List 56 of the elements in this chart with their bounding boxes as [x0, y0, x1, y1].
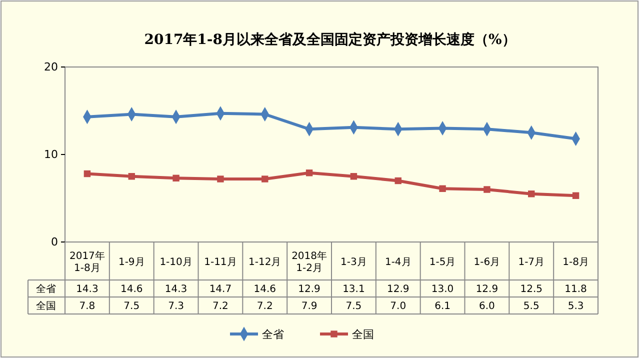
point	[484, 186, 490, 193]
x-tick-label: 1-11月	[204, 257, 237, 268]
y-tick-label: 20	[44, 60, 58, 74]
data-label: 14.3	[164, 284, 188, 295]
data-label: 7.2	[212, 301, 228, 312]
x-tick-label: 1-4月	[384, 257, 412, 268]
data-label: 7.5	[124, 301, 140, 312]
text: 全国	[36, 301, 56, 312]
legend-label: 全省	[262, 328, 284, 341]
point	[128, 173, 135, 180]
data-label: 11.8	[564, 284, 587, 295]
chart-title: 2017年1-8月以来全省及全国固定资产投资增长速度（%）	[144, 31, 516, 48]
data-label: 7.0	[390, 301, 406, 312]
y-tick-label: 10	[44, 148, 58, 162]
x-tick-label: 1-6月	[474, 257, 500, 268]
point	[439, 185, 446, 192]
data-label: 5.5	[523, 301, 540, 312]
point	[217, 176, 224, 182]
point	[262, 176, 268, 182]
x-tick-label: 1-7月	[518, 257, 545, 268]
data-label: 5.3	[568, 301, 584, 312]
data-label: 7.2	[256, 301, 273, 312]
data-label: 6.1	[434, 301, 450, 312]
data-label: 7.8	[79, 301, 96, 312]
data-label: 13.0	[431, 284, 454, 295]
data-label: 6.0	[479, 301, 495, 312]
data-label: 12.9	[476, 284, 498, 295]
x-tick-label: 2018年 1-2月	[292, 250, 328, 274]
x-tick-label: 1-10月	[160, 257, 192, 268]
data-label: 12.5	[520, 284, 543, 295]
point	[84, 170, 91, 178]
data-label: 7.9	[301, 301, 318, 312]
point	[528, 190, 535, 198]
x-tick-label: 1-9月	[118, 257, 145, 268]
data-label: 14.7	[209, 284, 232, 295]
data-label: 12.9	[386, 284, 410, 295]
x-tick-label: 1-3月	[340, 257, 367, 268]
data-label: 14.3	[76, 284, 98, 295]
data-label: 14.6	[120, 284, 143, 295]
data-label: 7.5	[346, 301, 362, 312]
data-label: 7.3	[168, 301, 184, 312]
data-label: 14.6	[254, 284, 276, 295]
legend-label: 全国	[352, 328, 374, 341]
data-label: 12.9	[298, 284, 320, 295]
x-tick-label: 1-5月	[429, 257, 456, 268]
point	[172, 174, 180, 182]
point	[394, 177, 402, 184]
x-tick-label: 1-8月	[562, 257, 589, 268]
point	[572, 192, 580, 199]
y-tick-label: 0	[51, 236, 58, 249]
point	[306, 170, 313, 176]
text: 全省	[36, 284, 56, 295]
x-tick-label: 2017年 1-8月	[69, 250, 105, 274]
point	[350, 173, 358, 180]
x-tick-label: 1-12月	[248, 257, 282, 268]
data-label: 13.1	[342, 284, 365, 295]
